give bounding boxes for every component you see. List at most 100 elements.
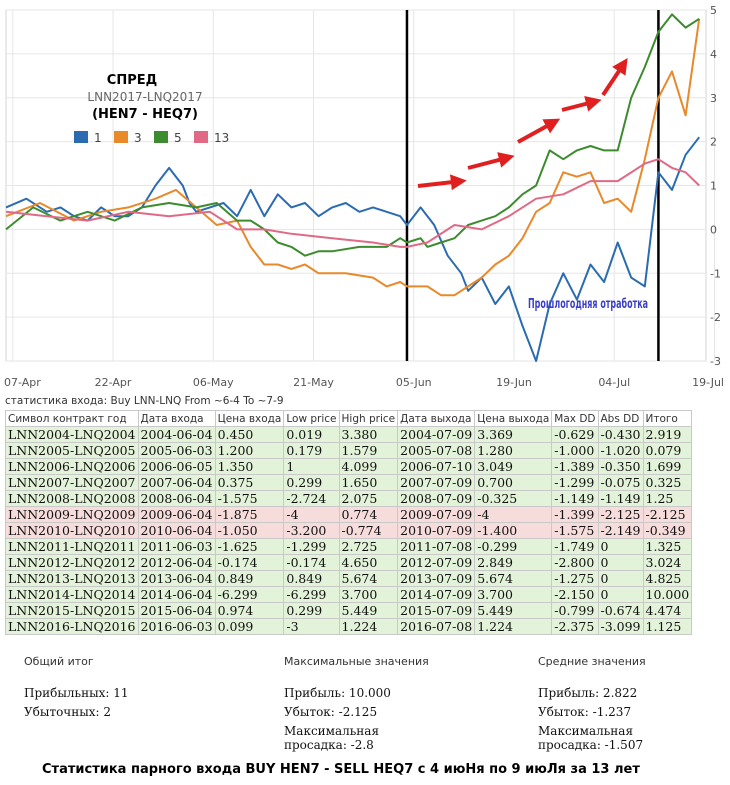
table-cell: LNN2010-LNQ2010	[5, 522, 139, 539]
table-cell: -1.275	[551, 570, 599, 587]
table-cell: -0.629	[551, 426, 599, 443]
table-cell: 0.099	[214, 618, 285, 635]
table-cell: 0.774	[338, 506, 399, 523]
y-tick-label: 5	[710, 4, 717, 17]
table-cell: 2004-07-09	[397, 426, 476, 443]
table-cell: -1.149	[597, 490, 644, 507]
table-row: LNN2009-LNQ2009 2009-06-04 -1.875 -4 0.774 20…	[5, 506, 693, 523]
x-tick-label: 04-Jul	[598, 376, 630, 389]
table-cell: -1.050	[214, 522, 285, 539]
table-cell: 2014-07-09	[397, 586, 476, 603]
table-row: LNN2007-LNQ2007 2007-06-04 0.375 0.299 1.650…	[5, 474, 693, 491]
table-cell: -0.174	[283, 554, 340, 571]
summary-max-loss: Убыток: -2.125	[284, 705, 378, 719]
column-header: Цена выхода	[474, 410, 553, 427]
x-tick-label: 21-May	[293, 376, 334, 389]
table-cell: -2.125	[642, 506, 693, 523]
x-axis-ticks: 07-Apr 22-Apr 06-May 21-May 05-Jun 19-Jun 04-J…	[4, 376, 724, 389]
table-row: LNN2016-LNQ2016 2016-06-03 0.099 -3 1.224 201…	[5, 618, 693, 635]
table-cell: -0.299	[474, 538, 553, 555]
table-cell: 1.325	[642, 538, 693, 555]
summary-max-profit: Прибыль: 10.000	[284, 686, 391, 700]
table-cell: 10.000	[642, 586, 693, 603]
table-cell: 2012-06-04	[137, 554, 216, 571]
chart-subtitle: LNN2017-LNQ2017	[87, 90, 202, 104]
table-cell: 0	[597, 570, 644, 587]
footer-caption: Статистика парного входа BUY HEN7 - SELL…	[42, 762, 640, 777]
table-cell: -2.800	[551, 554, 599, 571]
stats-table: Символ контракт год Дата входа Цена входа L…	[5, 410, 693, 635]
table-cell: LNN2012-LNQ2012	[5, 554, 139, 571]
y-axis-ticks: 5 4 3 2 1 0 -1 -2 -3	[710, 4, 721, 368]
table-cell: LNN2004-LNQ2004	[5, 426, 139, 443]
table-cell: 2009-06-04	[137, 506, 216, 523]
table-cell: 2011-07-08	[397, 538, 476, 555]
column-header: High price	[338, 410, 399, 427]
trend-arrows	[417, 58, 628, 191]
table-cell: -6.299	[214, 586, 285, 603]
table-cell: 1.25	[642, 490, 693, 507]
table-cell: 3.024	[642, 554, 693, 571]
summary-max-drawdown-value: просадка: -2.8	[284, 738, 374, 752]
y-tick-label: 2	[710, 136, 717, 149]
table-cell: -1.020	[597, 442, 644, 459]
table-cell: 1.699	[642, 458, 693, 475]
table-cell: 2007-07-09	[397, 474, 476, 491]
table-cell: 4.474	[642, 602, 693, 619]
trend-arrow	[417, 174, 467, 191]
table-cell: -3	[283, 618, 340, 635]
table-cell: -1.575	[551, 522, 599, 539]
annotation-text: Прошлогодняя отработка	[528, 297, 648, 312]
table-cell: -0.174	[214, 554, 285, 571]
table-cell: -1.749	[551, 538, 599, 555]
table-cell: 2.075	[338, 490, 399, 507]
table-cell: 0.019	[283, 426, 340, 443]
summary-max-header: Максимальные значения	[284, 655, 429, 668]
table-cell: 5.674	[338, 570, 399, 587]
series-line-5	[5, 13, 700, 257]
table-cell: 2013-07-09	[397, 570, 476, 587]
legend-swatch-13	[194, 131, 208, 143]
table-row: LNN2004-LNQ2004 2004-06-04 0.450 0.019 3.380…	[5, 426, 693, 443]
table-cell: LNN2013-LNQ2013	[5, 570, 139, 587]
summary-avg: Средние значения Прибыль: 2.822 Убыток: …	[538, 655, 728, 752]
table-cell: -1.575	[214, 490, 285, 507]
legend-swatch-5	[154, 131, 168, 143]
table-cell: -0.799	[551, 602, 599, 619]
table-cell: 0.299	[283, 602, 340, 619]
table-cell: 0	[597, 586, 644, 603]
table-cell: 2016-06-03	[137, 618, 216, 635]
column-header: Low price	[283, 410, 340, 427]
table-cell: 2010-06-04	[137, 522, 216, 539]
table-cell: -1.000	[551, 442, 599, 459]
column-header: Дата выхода	[397, 410, 476, 427]
column-header: Итого	[642, 410, 693, 427]
table-row: LNN2005-LNQ2005 2005-06-03 1.200 0.179 1.579…	[5, 442, 693, 459]
table-cell: 0.375	[214, 474, 285, 491]
table-cell: -4	[474, 506, 553, 523]
table-cell: 2004-06-04	[137, 426, 216, 443]
table-cell: LNN2009-LNQ2009	[5, 506, 139, 523]
series-line-13	[5, 158, 700, 248]
table-cell: 3.380	[338, 426, 399, 443]
table-cell: LNN2008-LNQ2008	[5, 490, 139, 507]
legend-label: 3	[134, 131, 142, 145]
table-cell: 2011-06-03	[137, 538, 216, 555]
table-cell: -1.299	[551, 474, 599, 491]
table-cell: 0.700	[474, 474, 553, 491]
table-cell: -1.875	[214, 506, 285, 523]
table-cell: 1.280	[474, 442, 553, 459]
x-tick-label: 05-Jun	[396, 376, 432, 389]
table-cell: 0.974	[214, 602, 285, 619]
table-row: LNN2015-LNQ2015 2015-06-04 0.974 0.299 5.449…	[5, 602, 693, 619]
table-cell: LNN2016-LNQ2016	[5, 618, 139, 635]
table-cell: -0.350	[597, 458, 644, 475]
legend-label: 13	[214, 131, 229, 145]
table-cell: 4.825	[642, 570, 693, 587]
table-cell: 2.849	[474, 554, 553, 571]
table-row: LNN2011-LNQ2011 2011-06-03 -1.625 -1.299 2.7…	[5, 538, 693, 555]
table-cell: 5.674	[474, 570, 553, 587]
table-cell: -2.150	[551, 586, 599, 603]
table-cell: 2015-06-04	[137, 602, 216, 619]
table-cell: 2.725	[338, 538, 399, 555]
